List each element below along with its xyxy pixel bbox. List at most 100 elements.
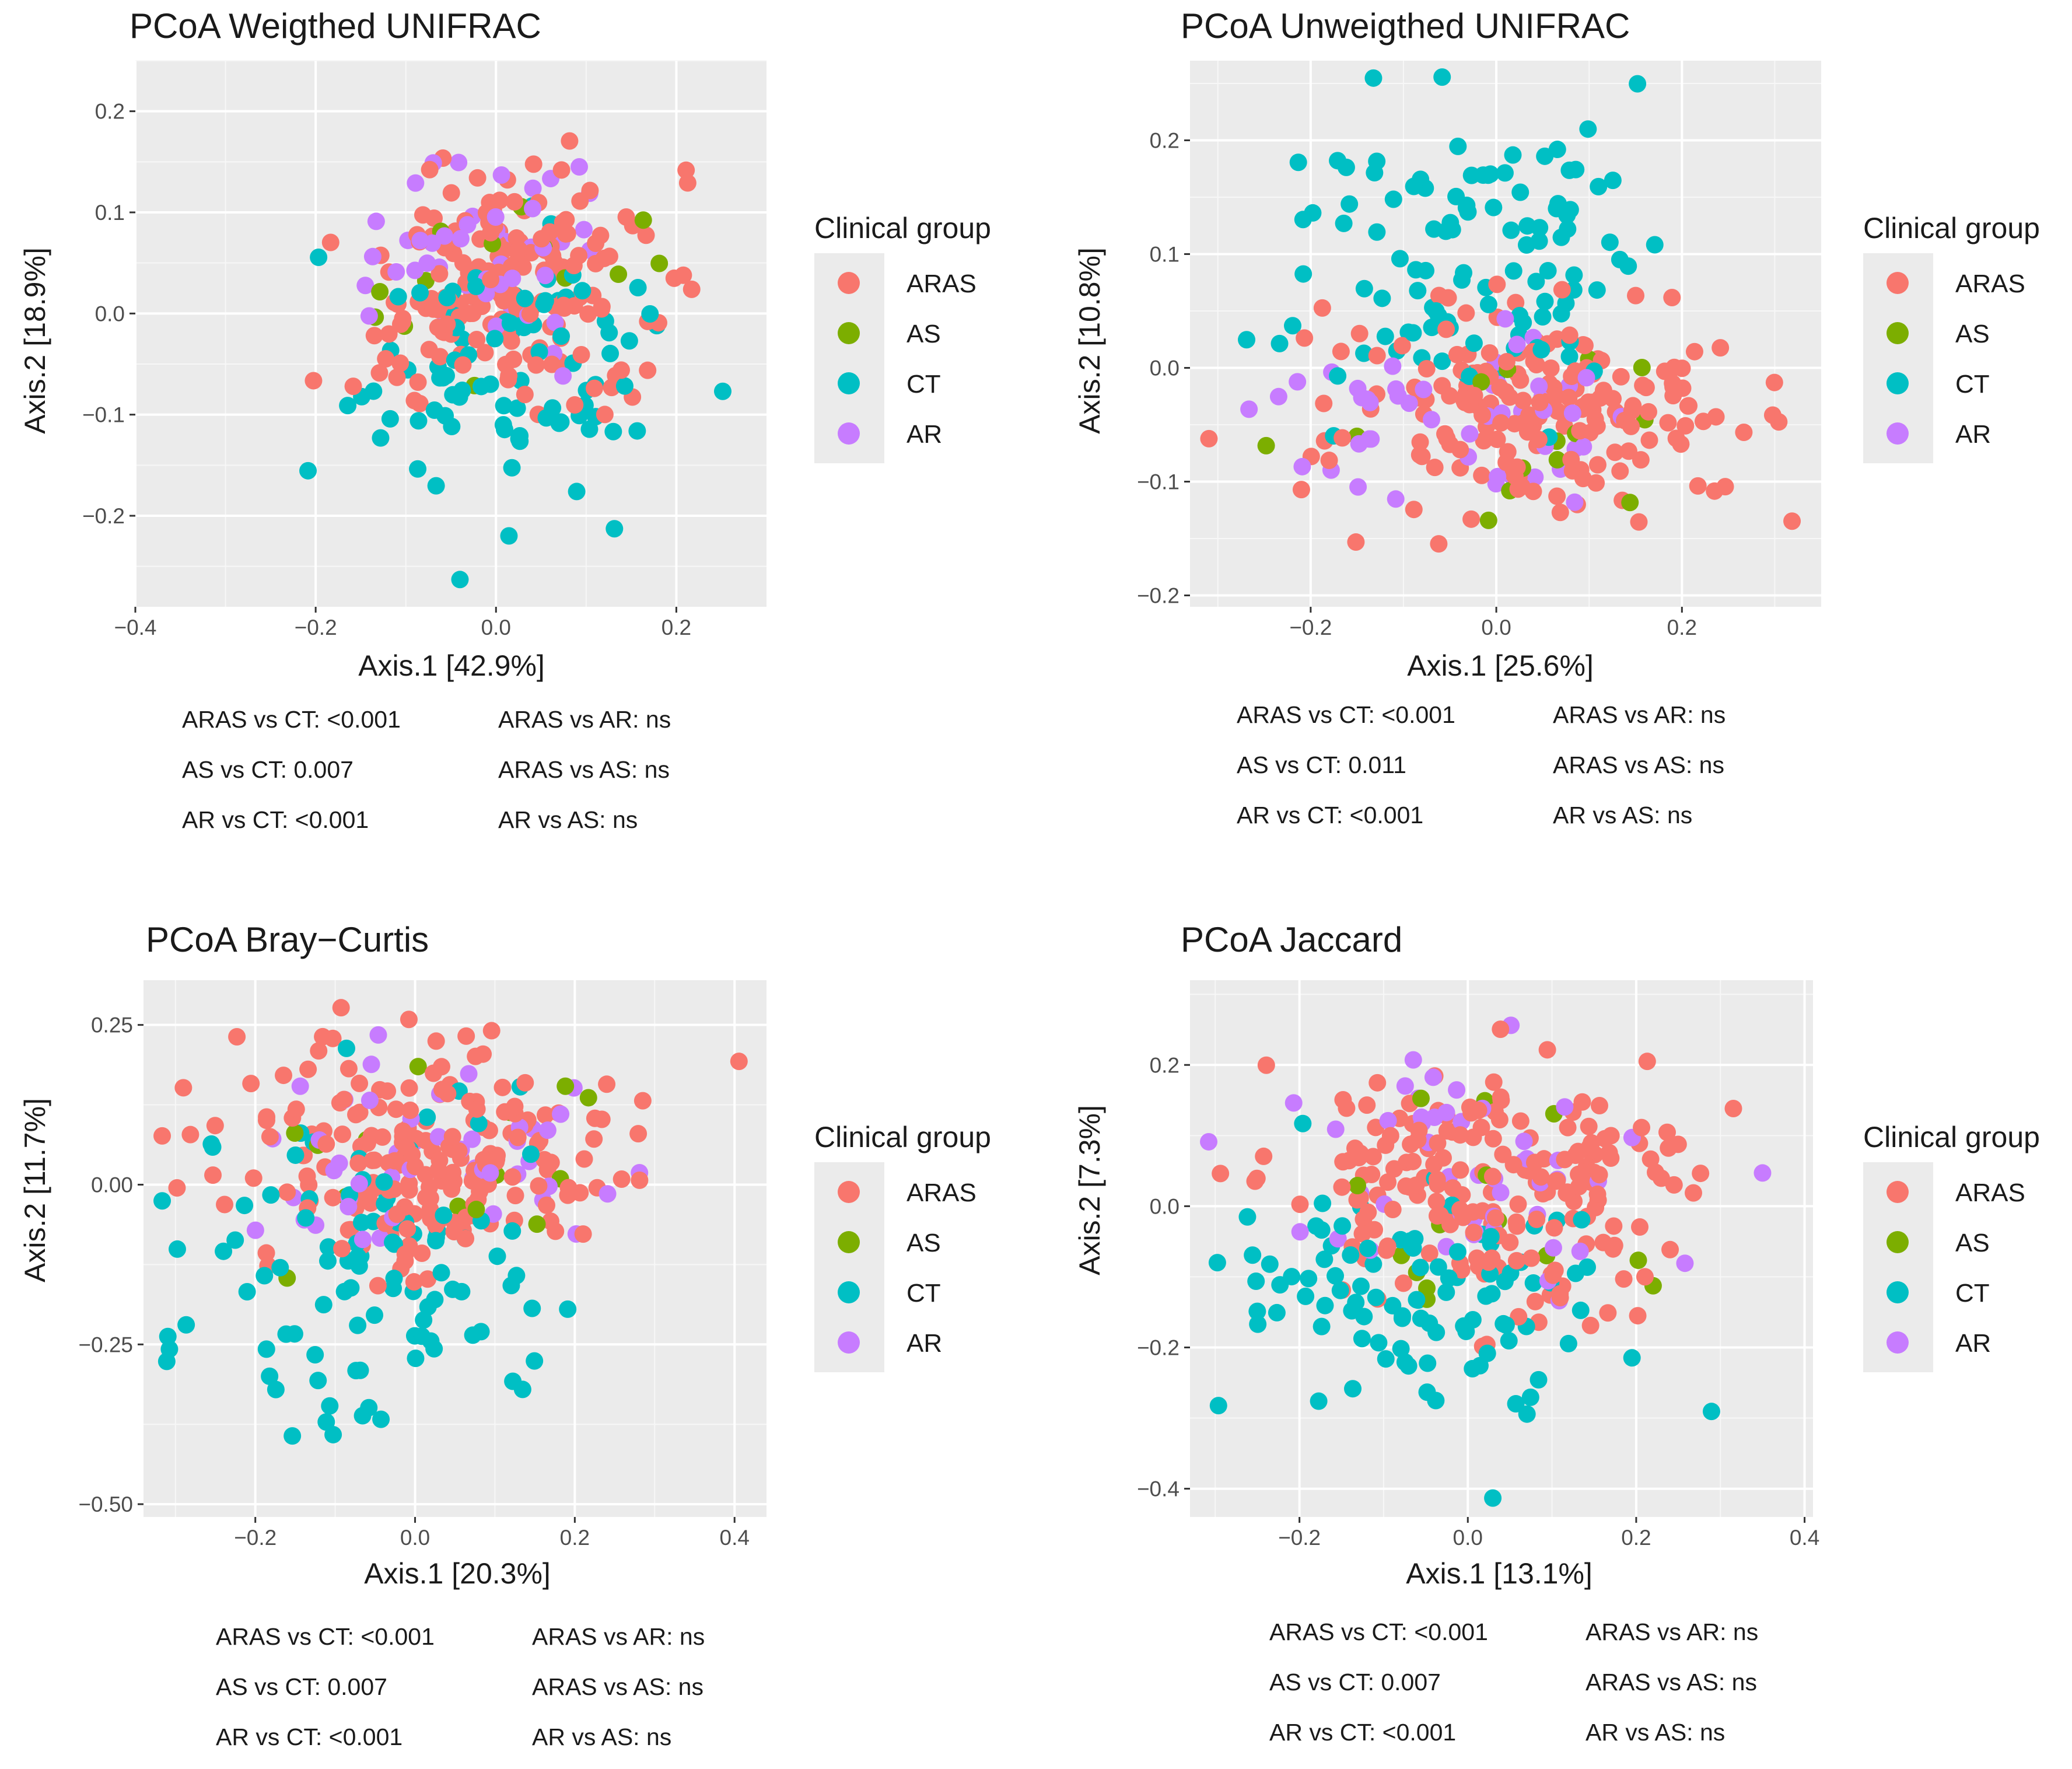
data-point-aras	[1500, 388, 1518, 406]
data-point-ct	[1407, 261, 1425, 279]
data-point-ct	[1514, 313, 1532, 331]
data-point-ct	[486, 330, 504, 348]
data-point-ct	[286, 1146, 304, 1164]
data-point-ar	[1754, 1164, 1772, 1182]
data-point-ct	[1504, 146, 1522, 164]
y-tick-label: −0.2	[1137, 584, 1180, 608]
stat-ar-vs-ct: AR vs CT: <0.001	[1237, 802, 1424, 828]
data-point-aras	[1448, 345, 1466, 363]
data-point-ar	[1566, 493, 1584, 511]
y-tick-label: −0.2	[82, 504, 125, 528]
data-point-aras	[1492, 414, 1510, 432]
data-point-aras	[370, 364, 388, 382]
data-point-ct	[1601, 233, 1619, 251]
data-point-ct	[451, 571, 469, 589]
data-point-aras	[401, 1101, 419, 1119]
data-point-aras	[1393, 337, 1411, 355]
data-point-ct	[453, 1282, 471, 1300]
data-point-ar	[503, 270, 522, 288]
data-point-ct	[1437, 1283, 1455, 1301]
data-point-aras	[1553, 281, 1571, 299]
panel-unweighted-unifrac: PCoA Unweigthed UNIFRAC Axis.2 [10.8%] −…	[1036, 0, 2072, 885]
data-point-ct	[309, 1372, 327, 1390]
data-point-aras	[257, 1111, 275, 1130]
data-point-aras	[1538, 1041, 1556, 1059]
data-point-aras	[1599, 1304, 1617, 1322]
data-point-aras	[1347, 533, 1365, 551]
y-tick-label: −0.1	[1137, 470, 1180, 494]
data-point-ct	[501, 314, 519, 333]
data-point-ar	[1422, 411, 1440, 429]
data-point-ar	[340, 1198, 358, 1216]
data-point-ar	[575, 221, 593, 239]
data-point-ct	[511, 432, 529, 450]
data-point-ct	[415, 1311, 433, 1329]
data-point-aras	[333, 1240, 351, 1258]
data-point-as	[1629, 1251, 1647, 1270]
data-point-aras	[682, 280, 701, 298]
data-point-ct	[1367, 1288, 1385, 1306]
data-point-ar	[1530, 377, 1548, 395]
data-point-aras	[1684, 1184, 1702, 1202]
data-point-aras	[1368, 347, 1386, 365]
data-point-ct	[425, 1340, 443, 1358]
data-point-ct	[160, 1340, 178, 1358]
x-tick-label: −0.2	[1289, 616, 1332, 639]
data-point-ct	[1316, 1296, 1334, 1314]
data-point-ar	[387, 263, 405, 281]
x-tick-label: 0.0	[1453, 1526, 1483, 1550]
data-point-aras	[359, 1134, 377, 1152]
data-point-aras	[1384, 1200, 1402, 1218]
data-point-ct	[1283, 1268, 1301, 1286]
data-point-aras	[482, 1022, 501, 1040]
data-point-aras	[1479, 1253, 1497, 1271]
data-point-ct	[1548, 141, 1566, 159]
data-point-ct	[1304, 204, 1322, 222]
data-point-aras	[442, 184, 460, 202]
data-point-aras	[332, 999, 350, 1017]
data-point-ct	[552, 327, 570, 345]
data-point-ct	[352, 1214, 370, 1232]
data-point-ct	[1611, 250, 1629, 268]
data-point-ar	[450, 153, 468, 172]
x-tick-label: 0.2	[1621, 1526, 1651, 1550]
data-point-ar	[435, 227, 453, 245]
data-point-ct	[1409, 282, 1427, 300]
data-point-aras	[457, 1229, 475, 1247]
data-point-ar	[363, 247, 382, 265]
data-point-ct	[1527, 272, 1545, 291]
stat-ar-vs-as: AR vs AS: ns	[1586, 1719, 1726, 1746]
data-point-aras	[1588, 1185, 1606, 1203]
data-point-ct	[1384, 190, 1402, 208]
data-point-aras	[595, 249, 613, 267]
scatter-plot: −0.2 0.0 0.2 −0.2 −0.1 0.0 0.1 0.2	[1137, 61, 1821, 639]
data-point-aras	[1692, 1165, 1710, 1183]
data-point-aras	[1531, 393, 1549, 411]
data-point-as	[610, 265, 628, 284]
data-point-aras	[1410, 1121, 1428, 1139]
data-point-aras	[1430, 535, 1448, 553]
data-point-aras	[379, 1082, 397, 1100]
data-point-aras	[639, 361, 657, 379]
data-point-aras	[533, 230, 551, 248]
data-point-aras	[1518, 423, 1536, 441]
data-point-ct	[1518, 217, 1536, 235]
legend-label-aras: ARAS	[907, 1179, 977, 1207]
data-point-aras	[1473, 466, 1491, 484]
y-tick-label: 0.2	[95, 100, 125, 124]
data-point-aras	[433, 1081, 451, 1099]
data-point-ct	[1518, 1405, 1536, 1423]
data-point-aras	[174, 1079, 192, 1097]
stat-aras-vs-ar: ARAS vs AR: ns	[1586, 1618, 1759, 1645]
data-point-ct	[409, 460, 427, 478]
data-point-ct	[1484, 1489, 1502, 1507]
data-point-ar	[570, 158, 589, 176]
data-point-ar	[1396, 1077, 1414, 1095]
data-point-ct	[1392, 1340, 1410, 1358]
data-point-as	[1621, 494, 1639, 512]
data-point-aras	[1604, 1240, 1622, 1258]
data-point-aras	[634, 1092, 652, 1110]
plot-background	[1190, 61, 1821, 607]
data-point-ct	[349, 1248, 367, 1266]
data-point-ar	[1379, 1111, 1397, 1130]
